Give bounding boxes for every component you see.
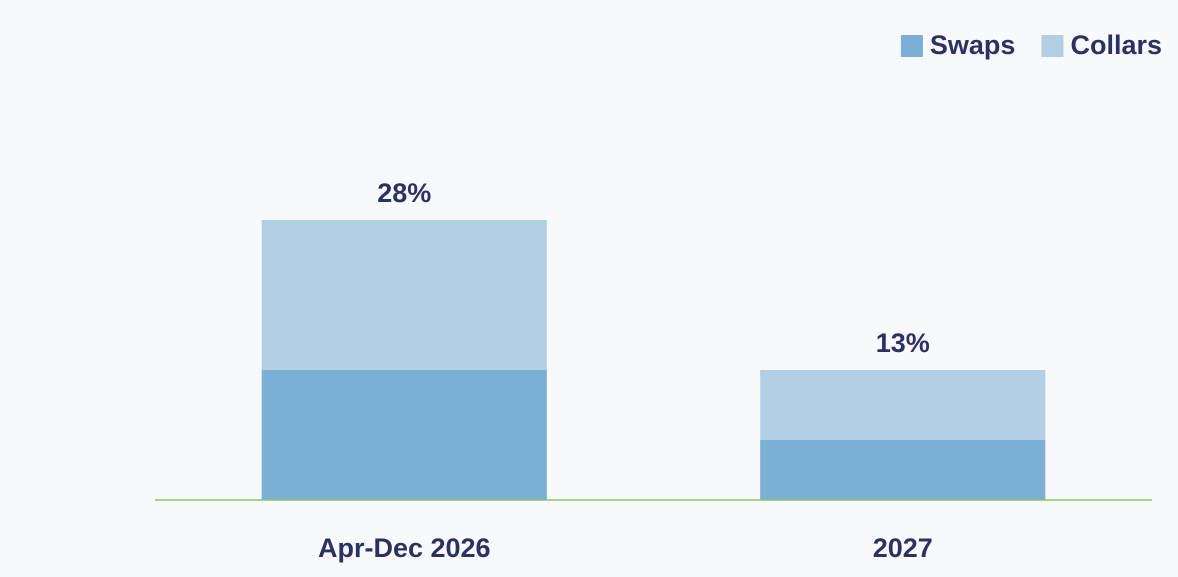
x-tick-label: 2027 <box>873 533 933 563</box>
x-tick-label: Apr-Dec 2026 <box>318 533 491 563</box>
bar-segment <box>760 370 1046 440</box>
legend-label: Collars <box>1070 30 1162 60</box>
total-label: 13% <box>876 328 930 358</box>
bar-segment <box>261 370 547 500</box>
legend-swatch <box>1041 35 1064 57</box>
bar-segment <box>261 220 547 370</box>
legend-label: Swaps <box>930 30 1016 60</box>
total-label: 28% <box>377 178 431 208</box>
bar-segment <box>760 440 1046 500</box>
legend-swatch <box>900 35 923 57</box>
